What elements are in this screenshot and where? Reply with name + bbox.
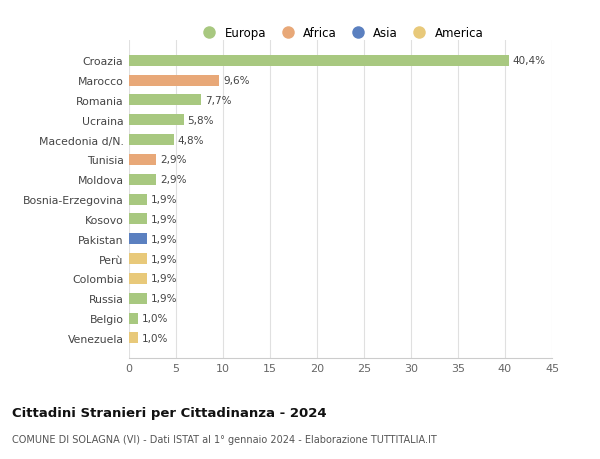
Text: 5,8%: 5,8% xyxy=(187,116,214,125)
Bar xyxy=(129,56,509,67)
Text: 7,7%: 7,7% xyxy=(205,96,232,106)
Bar xyxy=(129,313,139,324)
Bar xyxy=(129,214,147,225)
Bar xyxy=(129,135,174,146)
Bar xyxy=(129,194,147,205)
Bar xyxy=(129,174,156,185)
Text: 9,6%: 9,6% xyxy=(223,76,250,86)
Bar xyxy=(129,253,147,264)
Bar xyxy=(129,95,202,106)
Bar xyxy=(129,293,147,304)
Legend: Europa, Africa, Asia, America: Europa, Africa, Asia, America xyxy=(193,22,488,44)
Text: Cittadini Stranieri per Cittadinanza - 2024: Cittadini Stranieri per Cittadinanza - 2… xyxy=(12,406,326,419)
Text: 1,9%: 1,9% xyxy=(151,234,177,244)
Text: COMUNE DI SOLAGNA (VI) - Dati ISTAT al 1° gennaio 2024 - Elaborazione TUTTITALIA: COMUNE DI SOLAGNA (VI) - Dati ISTAT al 1… xyxy=(12,434,437,444)
Text: 4,8%: 4,8% xyxy=(178,135,205,146)
Bar xyxy=(129,333,139,344)
Bar xyxy=(129,75,219,86)
Text: 1,0%: 1,0% xyxy=(142,333,169,343)
Text: 2,9%: 2,9% xyxy=(160,155,187,165)
Text: 1,9%: 1,9% xyxy=(151,294,177,303)
Text: 1,0%: 1,0% xyxy=(142,313,169,324)
Bar xyxy=(129,274,147,284)
Bar xyxy=(129,115,184,126)
Text: 1,9%: 1,9% xyxy=(151,195,177,205)
Bar xyxy=(129,234,147,245)
Text: 1,9%: 1,9% xyxy=(151,214,177,224)
Text: 1,9%: 1,9% xyxy=(151,254,177,264)
Text: 2,9%: 2,9% xyxy=(160,175,187,185)
Text: 40,4%: 40,4% xyxy=(512,56,545,66)
Text: 1,9%: 1,9% xyxy=(151,274,177,284)
Bar xyxy=(129,155,156,166)
